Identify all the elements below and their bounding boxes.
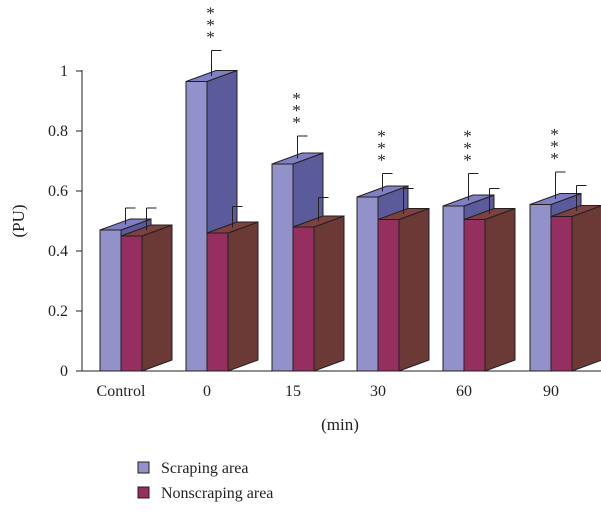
bar — [529, 204, 552, 372]
bars: *************** — [99, 4, 601, 372]
bar — [356, 196, 379, 372]
x-axis-title: (min) — [321, 415, 359, 434]
significance-star: * — [463, 139, 472, 158]
significance-star: * — [206, 4, 215, 23]
y-tick-label: 0 — [60, 363, 68, 380]
bar-group: *** — [529, 125, 601, 372]
y-ticks: 0 0.2 0.4 0.6 0.8 1 — [48, 63, 82, 380]
bar — [271, 163, 294, 372]
x-tick-label: 0 — [203, 383, 211, 400]
bar-group: *** — [442, 127, 516, 372]
bar-side — [141, 224, 173, 372]
legend-swatch-scraping — [137, 461, 150, 474]
y-tick-label: 1 — [60, 63, 68, 80]
bar — [99, 229, 122, 372]
y-tick-label: 0.8 — [48, 123, 68, 140]
significance-star: * — [206, 28, 215, 47]
significance-star: * — [550, 125, 559, 144]
bar-side — [398, 207, 430, 372]
bar-side — [571, 205, 601, 372]
significance-star: * — [377, 151, 386, 170]
bar-side — [484, 207, 516, 372]
significance-star: * — [377, 139, 386, 158]
y-axis-title: (PU) — [9, 204, 28, 237]
bar — [120, 235, 143, 372]
y-tick-label: 0.4 — [48, 243, 68, 260]
significance-star: * — [550, 137, 559, 156]
y-tick-label: 0.6 — [48, 183, 68, 200]
legend-swatch-nonscraping — [137, 486, 150, 499]
significance-star: * — [292, 113, 301, 132]
bar-group — [99, 207, 173, 372]
bar-group: *** — [185, 4, 259, 372]
bar — [550, 216, 573, 372]
bar — [292, 226, 315, 372]
x-axis: Control 0 15 30 60 90 (min) — [82, 370, 601, 434]
y-tick-label: 0.2 — [48, 303, 68, 320]
significance-star: * — [377, 127, 386, 146]
bar-group: *** — [356, 127, 430, 372]
significance-star: * — [550, 149, 559, 168]
x-tick-label: 60 — [456, 383, 472, 400]
bar — [206, 232, 229, 372]
legend-label-scraping: Scraping area — [161, 460, 249, 477]
significance-star: * — [292, 89, 301, 108]
significance-star: * — [463, 127, 472, 146]
significance-star: * — [292, 101, 301, 120]
significance-star: * — [206, 16, 215, 35]
bar — [377, 219, 400, 372]
bar-side — [227, 221, 259, 372]
bar-group: *** — [271, 89, 345, 372]
bar — [463, 219, 486, 372]
significance-star: * — [463, 151, 472, 170]
bar — [185, 81, 208, 372]
legend: Scraping area Nonscraping area — [137, 460, 273, 502]
legend-label-nonscraping: Nonscraping area — [161, 485, 273, 502]
x-tick-label: Control — [97, 383, 146, 400]
x-tick-label: 90 — [543, 383, 559, 400]
y-axis: 0 0.2 0.4 0.6 0.8 1 (PU) — [9, 63, 83, 380]
x-tick-labels: Control 0 15 30 60 90 — [97, 383, 559, 400]
bar — [442, 205, 465, 372]
bar-side — [313, 215, 345, 372]
x-tick-label: 15 — [285, 383, 301, 400]
x-tick-label: 30 — [370, 383, 386, 400]
